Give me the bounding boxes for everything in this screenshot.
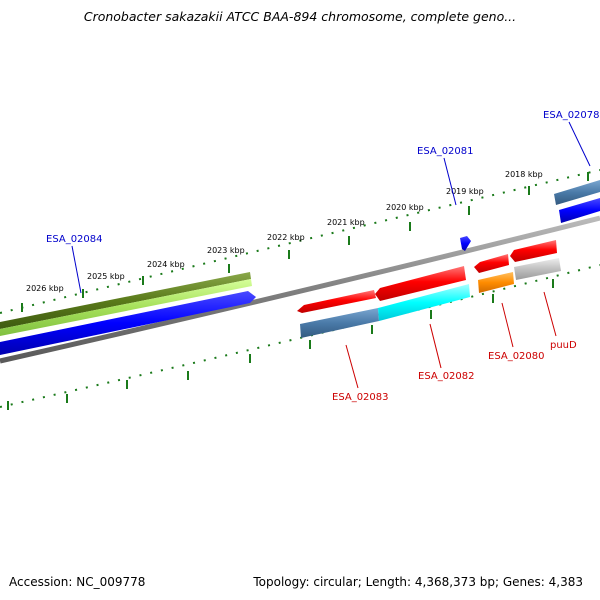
steel-feature-lower [300,308,379,338]
blue-feature [0,291,256,355]
gene-label-esa-02081: ESA_02081 [417,146,474,157]
scale-label: 2020 kbp [386,203,424,212]
scale-label: 2023 kbp [207,246,245,255]
gene-label-esa-02084: ESA_02084 [46,234,103,245]
reverse-callouts [345,291,557,389]
accession-text: Accession: NC_009778 [9,575,146,589]
outer-major-ticks [21,172,589,312]
scale-label: 2024 kbp [147,260,185,269]
gene-label-esa-02078: ESA_02078 [543,110,600,121]
cyan-feature [378,284,470,321]
blue-feature-right [559,198,600,223]
summary-text: Topology: circular; Length: 4,368,373 bp… [253,575,583,589]
red-feature-4 [510,240,557,262]
inner-major-ticks [7,279,554,410]
gene-label-esa-02080: ESA_02080 [488,351,545,362]
olive-feature [0,272,251,329]
scale-label: 2022 kbp [267,233,305,242]
light-green-feature [0,279,252,336]
gene-label-puud: puuD [550,340,577,351]
map-title: Cronobacter sakazakii ATCC BAA-894 chrom… [83,9,517,24]
red-feature-2 [375,266,466,301]
outer-tick-ring [0,169,600,314]
scale-label: 2021 kbp [327,218,365,227]
gene-label-esa-02083: ESA_02083 [332,392,389,403]
forward-gene-labels: ESA_02084 ESA_02081 ESA_02078 [46,110,600,245]
steel-feature-right [554,180,600,205]
silver-feature [514,258,561,280]
gene-label-esa-02082: ESA_02082 [418,371,475,382]
forward-callouts [71,121,591,294]
red-feature-3 [474,254,509,273]
scale-label: 2025 kbp [87,272,125,281]
red-feature-1 [297,290,376,313]
small-blue-gene [460,236,471,251]
scale-label: 2019 kbp [446,187,484,196]
scale-labels: 2026 kbp 2025 kbp 2024 kbp 2023 kbp 2022… [26,170,543,293]
scale-label: 2026 kbp [26,284,64,293]
scale-label: 2018 kbp [505,170,543,179]
backbone [0,215,600,364]
reverse-gene-labels: ESA_02083 ESA_02082 ESA_02080 puuD [332,340,577,403]
orange-feature [478,272,514,293]
